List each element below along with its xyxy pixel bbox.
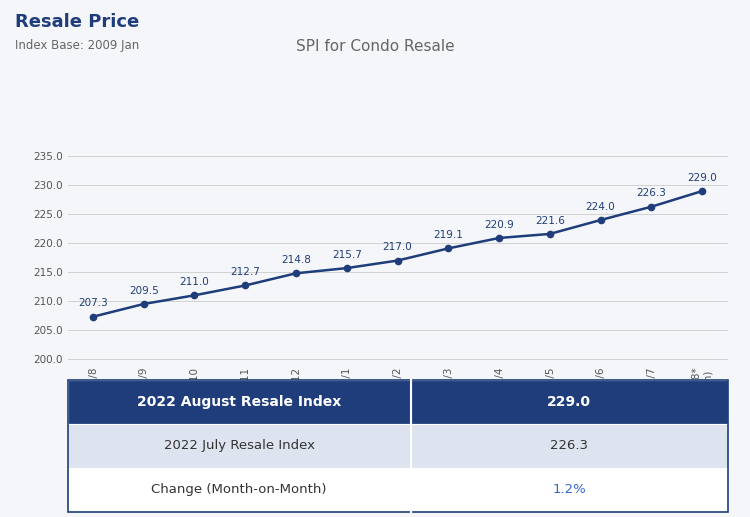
Bar <box>411 380 728 424</box>
Text: 1.2%: 1.2% <box>552 483 586 496</box>
Text: 229.0: 229.0 <box>687 173 717 183</box>
Text: 221.6: 221.6 <box>535 216 565 225</box>
Text: Change (Month-on-Month): Change (Month-on-Month) <box>152 483 327 496</box>
Text: Resale Price: Resale Price <box>15 13 140 31</box>
Text: 229.0: 229.0 <box>547 395 591 409</box>
Text: 215.7: 215.7 <box>332 250 362 260</box>
Text: 220.9: 220.9 <box>484 220 514 230</box>
Text: 212.7: 212.7 <box>230 267 260 277</box>
Bar <box>68 424 411 468</box>
Text: 217.0: 217.0 <box>382 242 412 252</box>
Text: 2022 August Resale Index: 2022 August Resale Index <box>137 395 341 409</box>
Text: 211.0: 211.0 <box>179 277 209 287</box>
Bar <box>411 468 728 512</box>
Text: 214.8: 214.8 <box>281 255 311 265</box>
Text: 219.1: 219.1 <box>433 230 464 240</box>
Text: Index Base: 2009 Jan: Index Base: 2009 Jan <box>15 39 140 52</box>
Bar <box>411 424 728 468</box>
Text: 2022 July Resale Index: 2022 July Resale Index <box>164 439 314 452</box>
Bar <box>68 468 411 512</box>
Text: 209.5: 209.5 <box>129 286 158 296</box>
Text: 224.0: 224.0 <box>586 202 616 211</box>
Text: 226.3: 226.3 <box>637 188 666 199</box>
Text: SPI for Condo Resale: SPI for Condo Resale <box>296 39 454 54</box>
Text: 226.3: 226.3 <box>550 439 588 452</box>
Bar <box>68 380 411 424</box>
Text: 207.3: 207.3 <box>78 298 108 309</box>
